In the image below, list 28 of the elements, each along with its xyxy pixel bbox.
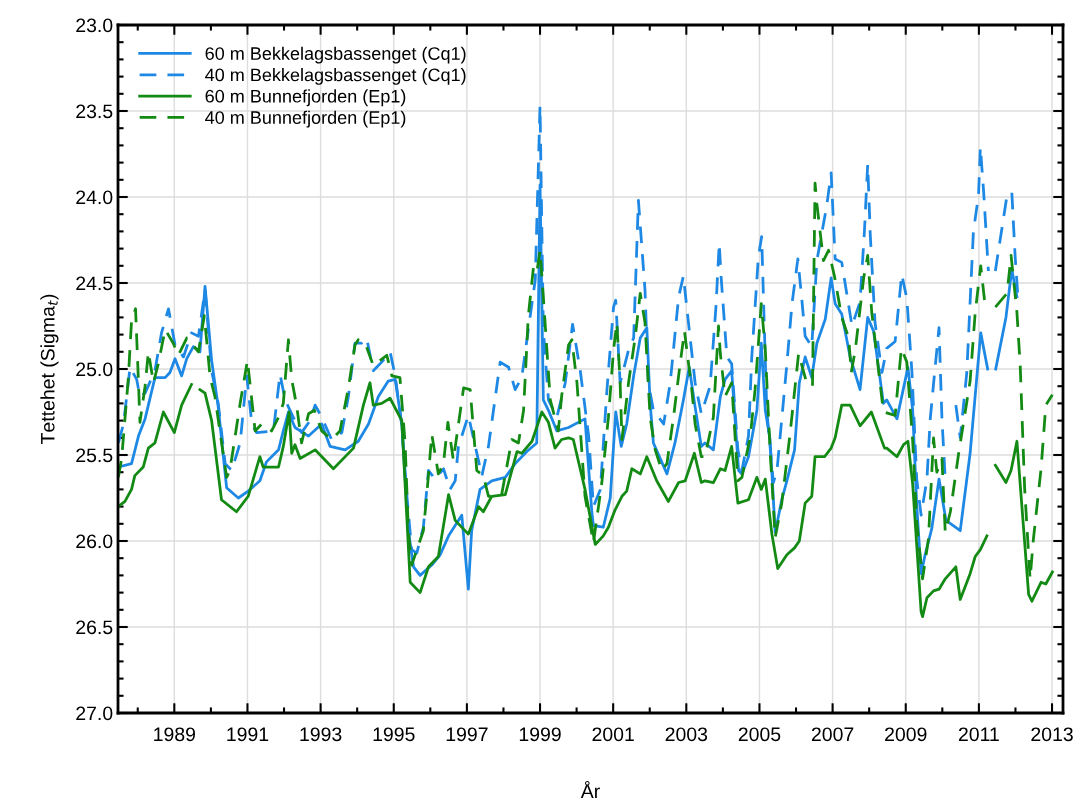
y-tick-label: 26.5	[76, 620, 113, 635]
x-tick-label: 1997	[446, 727, 488, 742]
x-tick-label: 2005	[738, 727, 781, 742]
x-tick-label: 2001	[592, 727, 634, 742]
x-tick-label: 1999	[519, 727, 561, 742]
legend-label: 40 m Bunnefjorden (Ep1)	[205, 110, 406, 128]
y-tick-label: 27.0	[76, 706, 113, 721]
x-tick-label: 2013	[1031, 727, 1073, 742]
y-tick-label: 25.5	[76, 448, 113, 463]
legend-label: 40 m Bekkelagsbassenget (Cq1)	[205, 68, 466, 85]
y-tick-label: 25.0	[76, 362, 113, 377]
x-tick-label: 2003	[665, 727, 708, 742]
legend-label: 60 m Bekkelagsbassenget (Cq1)	[205, 46, 466, 64]
x-tick-label: 2011	[958, 727, 999, 742]
y-tick-label: 24.0	[76, 190, 113, 205]
x-tick-label: 1989	[154, 727, 196, 742]
x-tick-label: 1991	[227, 727, 269, 742]
x-tick-label: 1995	[373, 727, 415, 742]
y-tick-label: 24.5	[76, 276, 113, 291]
x-tick-label: 1993	[300, 727, 342, 742]
legend-label: 60 m Bunnefjorden (Ep1)	[205, 89, 406, 107]
y-tick-label: 26.0	[76, 534, 113, 549]
x-axis-title: År	[580, 780, 600, 798]
y-tick-label: 23.5	[76, 104, 113, 119]
y-tick-label: 23.0	[76, 18, 113, 33]
y-axis-title: Tettehet (Sigma$_{t}$)	[40, 294, 59, 445]
x-tick-label: 2009	[885, 727, 927, 742]
x-tick-label: 2007	[811, 727, 854, 742]
